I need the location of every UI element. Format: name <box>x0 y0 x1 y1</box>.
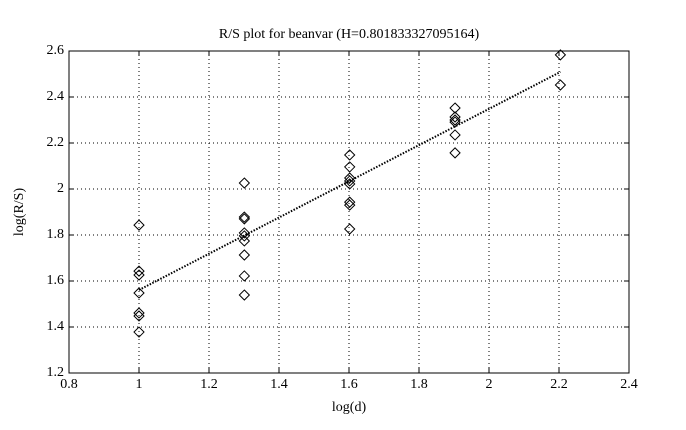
data-point <box>238 289 251 301</box>
data-point <box>343 199 356 211</box>
data-point <box>343 172 356 184</box>
y-axis-label: log(R/S) <box>12 188 27 237</box>
data-point <box>133 265 145 277</box>
data-point <box>133 326 145 338</box>
data-point <box>238 230 251 242</box>
data-point <box>133 307 145 319</box>
data-point <box>449 147 461 159</box>
data-point <box>133 310 145 322</box>
data-point <box>343 149 356 161</box>
x-tick-label: 1.2 <box>200 377 218 392</box>
fit-line <box>138 71 561 291</box>
y-tick-label: 1.2 <box>47 365 65 380</box>
y-tick-label: 2.4 <box>47 89 65 104</box>
x-tick-label: 2 <box>486 377 493 392</box>
data-point <box>449 102 461 114</box>
x-tick-label: 1 <box>136 377 143 392</box>
data-point <box>133 287 145 299</box>
x-tick-label: 0.8 <box>60 377 78 392</box>
data-point <box>449 129 461 141</box>
data-point <box>238 249 251 261</box>
y-tick-label: 1.4 <box>47 319 65 334</box>
data-point <box>554 79 567 91</box>
data-point <box>238 235 251 247</box>
x-tick-label: 2.2 <box>550 377 568 392</box>
data-point <box>343 161 356 173</box>
y-tick-label: 2.2 <box>47 135 65 150</box>
chart-title: R/S plot for beanvar (H=0.80183332709516… <box>219 27 480 42</box>
x-axis-label: log(d) <box>332 400 367 415</box>
data-point <box>449 116 461 128</box>
data-point <box>449 114 461 126</box>
data-point <box>343 178 356 190</box>
x-tick-label: 1.4 <box>270 377 288 392</box>
data-point <box>133 219 145 231</box>
data-point <box>554 49 567 61</box>
y-tick-label: 1.6 <box>47 273 65 288</box>
x-tick-label: 1.6 <box>340 377 358 392</box>
data-point <box>238 177 251 189</box>
data-point <box>343 223 356 235</box>
data-point <box>238 270 251 282</box>
x-tick-label: 1.8 <box>410 377 428 392</box>
x-tick-label: 2.4 <box>620 377 638 392</box>
data-point <box>449 111 461 123</box>
y-tick-label: 2 <box>57 181 64 196</box>
data-point <box>343 196 356 208</box>
y-tick-label: 1.8 <box>47 227 65 242</box>
y-tick-label: 2.6 <box>47 43 65 58</box>
data-point <box>133 269 145 281</box>
data-point <box>238 213 251 225</box>
data-point <box>238 211 251 223</box>
data-point <box>238 227 251 239</box>
plot-frame <box>68 50 630 374</box>
